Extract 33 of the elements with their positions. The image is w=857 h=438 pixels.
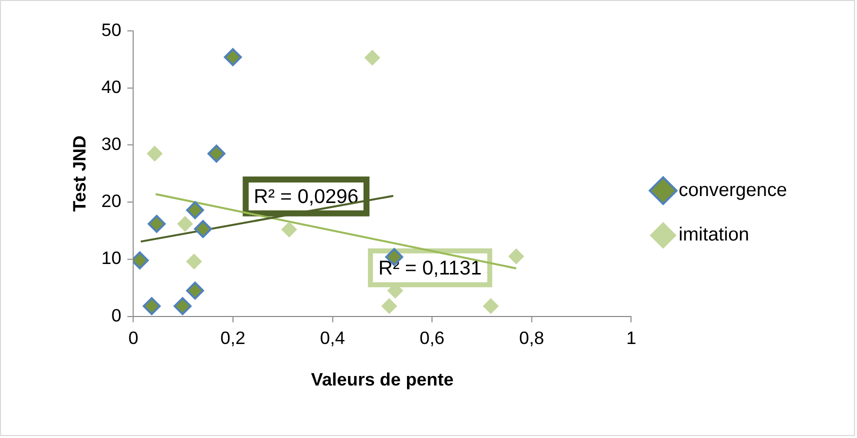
- point: [142, 297, 161, 316]
- point: [381, 298, 398, 314]
- y-tick-label: 40: [101, 76, 122, 97]
- point: [508, 248, 524, 264]
- point: [194, 220, 212, 238]
- y-tick-label: 50: [101, 20, 122, 40]
- point: [207, 144, 226, 163]
- point: [482, 298, 499, 314]
- legend-label: imitation: [678, 224, 750, 246]
- x-tick-label: 1: [626, 328, 636, 348]
- x-tick-label: 0,8: [519, 328, 544, 348]
- x-tick-label: 0,4: [320, 328, 345, 348]
- y-tick-label: 0: [111, 305, 122, 326]
- annotation: R² = 0,0296: [254, 186, 358, 208]
- point: [146, 146, 163, 162]
- y-axis-title: Test JND: [70, 135, 90, 212]
- point: [281, 222, 298, 238]
- point: [364, 50, 380, 66]
- point: [186, 254, 202, 270]
- point: [224, 48, 242, 66]
- x-tick-label: 0: [128, 328, 138, 348]
- point: [186, 201, 204, 220]
- legend-label: convergence: [678, 180, 788, 201]
- point: [177, 216, 194, 232]
- x-tick-label: 0,2: [220, 328, 246, 348]
- x-axis-title: Valeurs de pente: [310, 369, 454, 390]
- point: [186, 282, 204, 300]
- point: [148, 214, 166, 233]
- point: [174, 297, 192, 316]
- y-tick-label: 30: [101, 134, 122, 154]
- y-tick-label: 20: [101, 191, 122, 212]
- y-tick-label: 10: [101, 248, 122, 268]
- x-tick-label: 0,6: [420, 328, 445, 348]
